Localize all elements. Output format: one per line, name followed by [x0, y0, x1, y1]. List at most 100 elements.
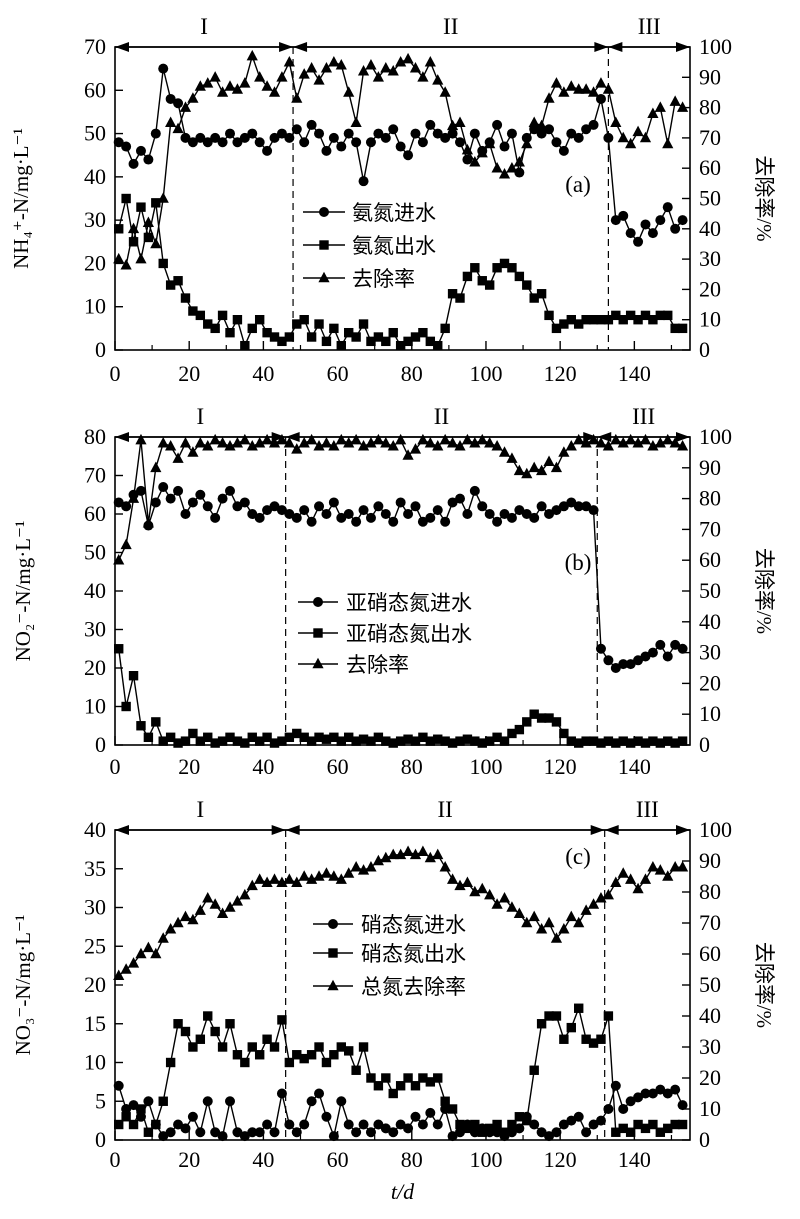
data-point-marker — [513, 464, 525, 476]
data-point-marker — [558, 1119, 569, 1130]
data-point-marker — [574, 738, 584, 748]
data-point-marker — [647, 647, 658, 658]
data-point-marker — [580, 83, 592, 94]
data-point-marker — [351, 736, 361, 746]
y-right-tick-label: 10 — [699, 1096, 721, 1121]
data-point-marker — [595, 643, 606, 654]
data-point-marker — [136, 1104, 146, 1114]
data-point-marker — [365, 436, 377, 448]
data-point-marker — [120, 258, 132, 270]
data-point-marker — [395, 497, 406, 508]
data-point-marker — [142, 216, 154, 228]
y-right-tick-label: 70 — [699, 125, 721, 150]
data-point-marker — [409, 62, 422, 73]
legend-label: 硝态氮出水 — [361, 942, 466, 966]
data-point-marker — [216, 436, 229, 448]
legend-marker — [319, 207, 329, 217]
y-right-tick-label: 50 — [699, 578, 721, 603]
data-point-marker — [611, 738, 621, 748]
data-point-marker — [225, 128, 235, 139]
panel-c-chart: 0 20 40 60 80 100 120 140 0 5 10 15 20 25 30 35 40 0 10 20 3… — [11, 800, 776, 1204]
data-point-marker — [558, 86, 570, 97]
data-point-marker — [276, 876, 288, 887]
data-point-marker — [114, 224, 124, 234]
data-point-marker — [559, 1034, 569, 1044]
data-point-marker — [655, 1084, 666, 1095]
data-point-marker — [291, 876, 303, 887]
data-point-marker — [261, 433, 273, 445]
data-point-marker — [314, 1042, 324, 1052]
data-point-marker — [173, 1119, 184, 1130]
x-tick-label: 20 — [178, 361, 200, 386]
data-point-marker — [536, 1019, 547, 1029]
data-point-marker — [157, 932, 169, 943]
data-point-marker — [587, 898, 600, 909]
data-point-marker — [343, 86, 355, 97]
data-point-marker — [454, 440, 466, 451]
y-left-axis-title: NO₃⁻-N/mg·L⁻¹ — [11, 915, 35, 1056]
data-point-marker — [506, 512, 517, 523]
phase-label: I — [196, 800, 204, 822]
data-point-marker — [677, 1119, 688, 1130]
legend-label: 氨氮出水 — [352, 234, 436, 258]
data-point-marker — [522, 1115, 532, 1126]
data-point-marker — [217, 1131, 228, 1142]
data-point-marker — [536, 501, 547, 512]
y-left-tick-label: 10 — [84, 694, 106, 719]
data-point-marker — [314, 732, 324, 742]
phase-label: II — [437, 800, 452, 822]
data-point-marker — [551, 505, 562, 516]
data-point-marker — [194, 80, 206, 91]
data-point-marker — [254, 71, 266, 82]
y-left-tick-label: 70 — [84, 34, 106, 59]
data-point-marker — [284, 1119, 295, 1130]
data-point-marker — [647, 440, 659, 451]
data-point-marker — [655, 310, 666, 321]
data-point-marker — [602, 83, 614, 94]
data-point-marker — [276, 71, 288, 82]
data-point-marker — [588, 736, 599, 746]
data-point-marker — [536, 128, 547, 139]
data-point-marker — [350, 861, 362, 872]
data-point-marker — [128, 1100, 139, 1111]
arrow-head-right — [271, 825, 286, 835]
data-point-marker — [210, 1026, 220, 1037]
data-point-marker — [424, 55, 436, 67]
data-point-marker — [232, 501, 243, 512]
data-point-marker — [328, 497, 339, 508]
data-point-marker — [216, 907, 229, 918]
data-point-marker — [670, 1084, 681, 1095]
data-point-marker — [677, 643, 688, 654]
data-point-marker — [210, 1127, 221, 1138]
data-point-marker — [655, 1127, 666, 1137]
data-point-marker — [179, 910, 192, 922]
x-tick-label: 140 — [618, 754, 651, 779]
data-point-marker — [418, 1073, 428, 1083]
data-point-marker — [165, 1057, 176, 1068]
data-point-marker — [262, 1034, 272, 1044]
panel-letter-label: (b) — [565, 550, 592, 575]
data-point-marker — [351, 137, 362, 148]
legend-label: 总氮去除率 — [361, 975, 466, 999]
data-point-marker — [625, 228, 636, 239]
data-point-marker — [157, 192, 169, 203]
data-point-marker — [180, 509, 191, 519]
data-point-marker — [603, 736, 614, 746]
data-point-marker — [632, 125, 644, 137]
data-point-marker — [469, 885, 481, 897]
data-point-marker — [388, 516, 399, 527]
data-point-marker — [446, 873, 459, 884]
data-point-marker — [314, 1088, 325, 1099]
data-point-marker — [499, 258, 510, 269]
data-point-marker — [499, 509, 510, 519]
data-point-marker — [121, 141, 132, 152]
data-point-marker — [566, 315, 576, 325]
data-point-marker — [172, 916, 184, 928]
data-point-marker — [484, 137, 496, 149]
data-point-marker — [336, 736, 346, 746]
data-point-marker — [210, 512, 221, 523]
data-point-marker — [440, 323, 450, 334]
y-left-tick-label: 60 — [84, 501, 106, 526]
data-point-marker — [581, 124, 592, 135]
data-point-marker — [299, 315, 309, 325]
